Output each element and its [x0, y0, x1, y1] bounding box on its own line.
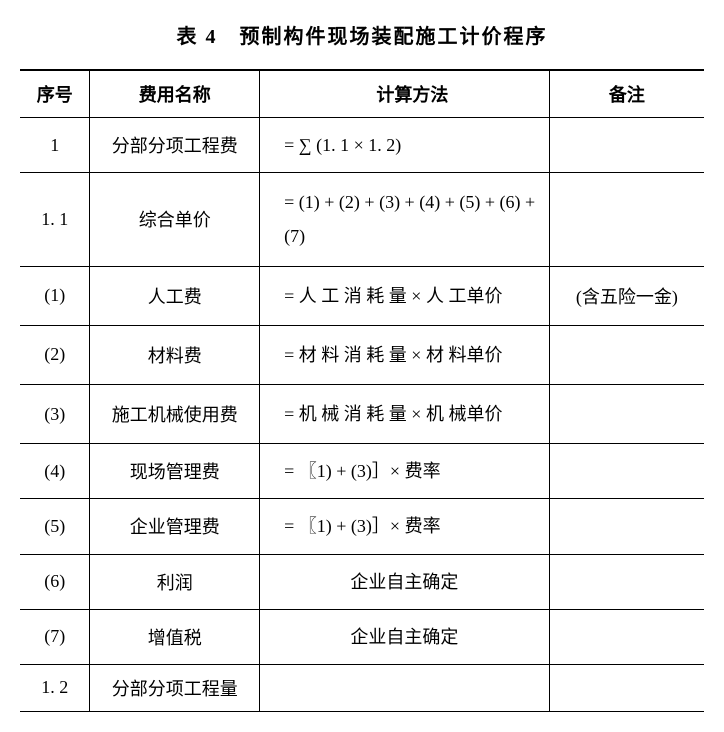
table-row: (6)利润企业自主确定	[20, 554, 704, 609]
cell-note	[549, 173, 704, 266]
cell-seq: (5)	[20, 499, 90, 554]
cell-name: 企业管理费	[90, 499, 260, 554]
cell-note	[549, 118, 704, 173]
header-note: 备注	[549, 70, 704, 118]
cell-name: 施工机械使用费	[90, 384, 260, 443]
cell-name: 人工费	[90, 266, 260, 325]
header-seq: 序号	[20, 70, 90, 118]
cell-name: 利润	[90, 554, 260, 609]
table-title: 表 4 预制构件现场装配施工计价程序	[20, 20, 704, 49]
cell-calc: = (1) + (2) + (3) + (4) + (5) + (6) + (7…	[260, 173, 550, 266]
table-header-row: 序号 费用名称 计算方法 备注	[20, 70, 704, 118]
cell-calc: 企业自主确定	[260, 609, 550, 664]
table-row: (2)材料费= 材 料 消 耗 量 × 材 料单价	[20, 325, 704, 384]
cell-note	[549, 499, 704, 554]
cell-note	[549, 554, 704, 609]
cell-seq: 1	[20, 118, 90, 173]
table-row: 1分部分项工程费= ∑ (1. 1 × 1. 2)	[20, 118, 704, 173]
cell-name: 现场管理费	[90, 444, 260, 499]
cell-seq: (4)	[20, 444, 90, 499]
cell-name: 材料费	[90, 325, 260, 384]
cell-calc: = 人 工 消 耗 量 × 人 工单价	[260, 266, 550, 325]
table-row: 1. 1综合单价= (1) + (2) + (3) + (4) + (5) + …	[20, 173, 704, 266]
cell-note	[549, 444, 704, 499]
cell-seq: (6)	[20, 554, 90, 609]
table-row: (1)人工费= 人 工 消 耗 量 × 人 工单价(含五险一金)	[20, 266, 704, 325]
cell-calc: = 材 料 消 耗 量 × 材 料单价	[260, 325, 550, 384]
cell-calc	[260, 664, 550, 711]
cell-note	[549, 325, 704, 384]
table-row: (5)企业管理费= 〖1) + (3)］× 费率	[20, 499, 704, 554]
header-calc: 计算方法	[260, 70, 550, 118]
cell-note	[549, 664, 704, 711]
cell-name: 综合单价	[90, 173, 260, 266]
cell-calc: = ∑ (1. 1 × 1. 2)	[260, 118, 550, 173]
pricing-table: 序号 费用名称 计算方法 备注 1分部分项工程费= ∑ (1. 1 × 1. 2…	[20, 69, 704, 712]
table-row: (7)增值税企业自主确定	[20, 609, 704, 664]
cell-calc: = 〖1) + (3)］× 费率	[260, 444, 550, 499]
cell-name: 增值税	[90, 609, 260, 664]
cell-calc: 企业自主确定	[260, 554, 550, 609]
header-name: 费用名称	[90, 70, 260, 118]
cell-name: 分部分项工程费	[90, 118, 260, 173]
cell-seq: 1. 2	[20, 664, 90, 711]
cell-seq: (2)	[20, 325, 90, 384]
cell-seq: (3)	[20, 384, 90, 443]
cell-note	[549, 609, 704, 664]
table-row: 1. 2分部分项工程量	[20, 664, 704, 711]
cell-seq: (7)	[20, 609, 90, 664]
cell-calc: = 机 械 消 耗 量 × 机 械单价	[260, 384, 550, 443]
table-body: 1分部分项工程费= ∑ (1. 1 × 1. 2)1. 1综合单价= (1) +…	[20, 118, 704, 712]
cell-note	[549, 384, 704, 443]
cell-name: 分部分项工程量	[90, 664, 260, 711]
table-row: (4)现场管理费= 〖1) + (3)］× 费率	[20, 444, 704, 499]
table-row: (3)施工机械使用费= 机 械 消 耗 量 × 机 械单价	[20, 384, 704, 443]
cell-seq: (1)	[20, 266, 90, 325]
cell-seq: 1. 1	[20, 173, 90, 266]
cell-note: (含五险一金)	[549, 266, 704, 325]
cell-calc: = 〖1) + (3)］× 费率	[260, 499, 550, 554]
